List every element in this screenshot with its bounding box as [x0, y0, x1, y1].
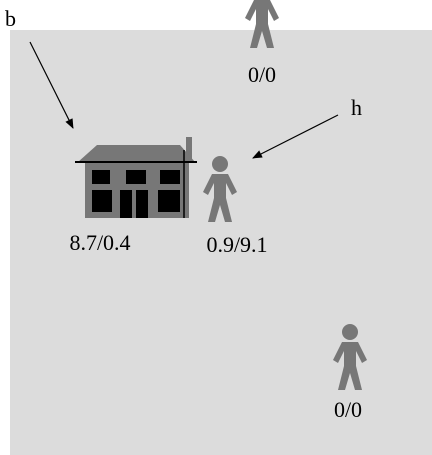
payoff-label: 8.7/0.4: [69, 230, 130, 255]
payoff-label: 0/0: [334, 397, 362, 422]
payoff-label: 0/0: [248, 62, 276, 87]
annotation-label: b: [5, 6, 16, 31]
arrow: [252, 114, 339, 159]
field: [10, 30, 432, 455]
annotation-label: h: [351, 95, 362, 120]
arrow: [29, 41, 74, 129]
payoff-label: 0.9/9.1: [206, 232, 267, 257]
house-icon: [75, 137, 197, 218]
